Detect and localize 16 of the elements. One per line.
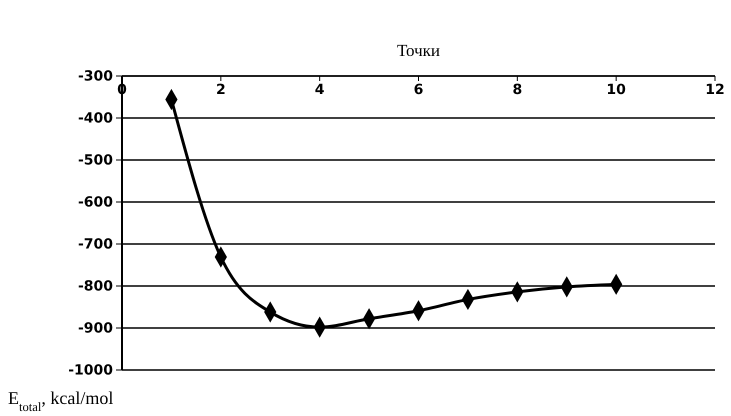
y-tick-label: -800 xyxy=(78,278,114,294)
y-tick-label: -300 xyxy=(78,68,114,84)
y-tick-label: -700 xyxy=(78,236,114,252)
y-tick-label: -400 xyxy=(78,110,114,126)
x-tick-label: 2 xyxy=(216,82,226,98)
x-tick-label: 10 xyxy=(606,82,626,98)
y-tick-label: -1000 xyxy=(68,362,114,378)
y-tick-label: -900 xyxy=(78,320,114,336)
x-tick-label: 6 xyxy=(414,82,424,98)
y-tick-label: -500 xyxy=(78,152,114,168)
x-tick-label: 8 xyxy=(512,82,522,98)
y-tick-label: -600 xyxy=(78,194,114,210)
x-tick-label: 12 xyxy=(705,82,725,98)
x-axis-title: Точки xyxy=(396,41,440,60)
y-axis-title: E$_{total}$, kcal/mol xyxy=(8,388,114,414)
x-tick-label: 4 xyxy=(314,82,325,98)
